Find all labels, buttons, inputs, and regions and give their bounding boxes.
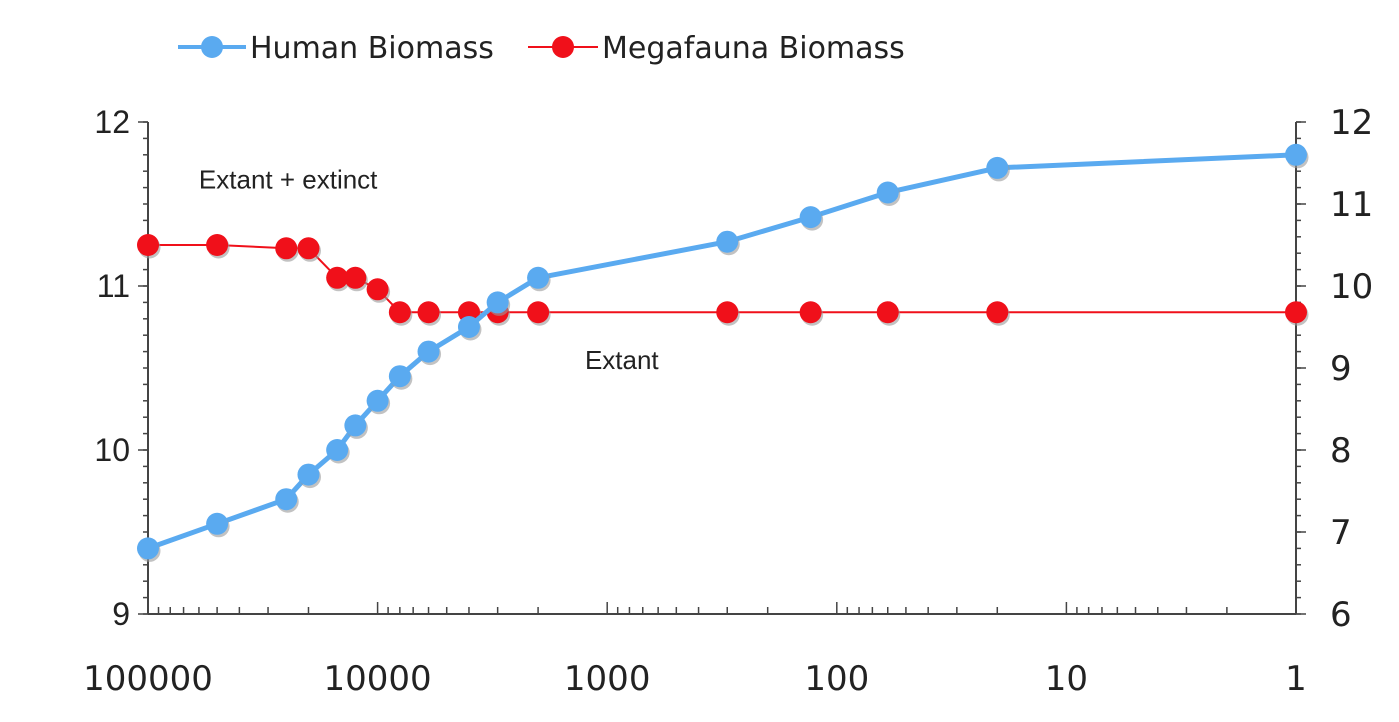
- legend-human-marker: [201, 36, 223, 58]
- human-biomass-point: [716, 230, 739, 253]
- human-biomass-point: [344, 414, 367, 437]
- legend: Human Biomass Megafauna Biomass: [178, 31, 905, 66]
- legend-item-human-biomass: Human Biomass: [178, 31, 494, 66]
- human-biomass-point: [206, 512, 229, 535]
- left-tick-label: 12: [94, 104, 130, 140]
- human-biomass-point: [527, 266, 550, 289]
- right-tick-label: 9: [1330, 349, 1352, 389]
- x-tick-label: 1000: [564, 659, 651, 699]
- legend-item-megafauna-biomass: Megafauna Biomass: [528, 31, 905, 66]
- right-tick-label: 10: [1330, 267, 1373, 307]
- megafauna-biomass-point: [275, 237, 298, 260]
- legend-megafauna-marker: [552, 36, 574, 58]
- megafauna-biomass-point: [344, 266, 367, 289]
- megafauna-biomass-point: [716, 301, 739, 324]
- human-biomass-point: [326, 439, 349, 461]
- megafauna-biomass-point: [417, 301, 440, 324]
- human-biomass-point: [799, 206, 822, 229]
- right-tick-label: 12: [1330, 103, 1373, 143]
- megafauna-biomass-point: [366, 278, 389, 301]
- megafauna-biomass-point: [137, 234, 159, 256]
- human-biomass-point: [457, 316, 480, 338]
- human-biomass-point: [486, 291, 509, 314]
- x-tick-labels: 100000 10000 1000 100 10 1: [83, 659, 1307, 699]
- megafauna-biomass-point: [799, 301, 822, 324]
- megafauna-biomass-point: [986, 301, 1009, 324]
- left-tick-label: 10: [94, 432, 130, 468]
- annotation-extant: Extant: [585, 345, 659, 375]
- tick-marks: [138, 121, 1306, 615]
- megafauna-biomass-point: [1285, 301, 1307, 324]
- megafauna-biomass-point: [388, 301, 411, 324]
- legend-human-label: Human Biomass: [250, 31, 494, 66]
- human-biomass-point: [1285, 143, 1307, 166]
- right-tick-label: 7: [1330, 513, 1352, 553]
- human-biomass-point: [417, 340, 440, 363]
- left-tick-label: 9: [112, 596, 130, 632]
- x-tick-label: 100: [804, 659, 869, 699]
- human-biomass-line: [145, 152, 1299, 551]
- megafauna-biomass-point: [297, 237, 320, 260]
- megafauna-biomass-point: [206, 234, 229, 256]
- annotation-extant-extinct: Extant + extinct: [199, 164, 378, 194]
- legend-megafauna-label: Megafauna Biomass: [602, 31, 905, 66]
- human-biomass-point: [366, 389, 389, 412]
- right-tick-label: 11: [1330, 185, 1373, 225]
- human-biomass-point: [986, 156, 1009, 179]
- megafauna-biomass-point: [876, 301, 899, 324]
- megafauna-biomass-point: [527, 301, 550, 324]
- megafauna-biomass-line: [147, 244, 1297, 314]
- x-tick-label: 100000: [83, 659, 213, 699]
- right-tick-label: 6: [1330, 595, 1352, 635]
- human-biomass-point: [297, 463, 320, 486]
- x-tick-label: 1: [1285, 659, 1307, 699]
- human-biomass-point: [137, 537, 159, 560]
- human-biomass-series: [137, 143, 1309, 562]
- right-tick-labels: 6 7 8 9 10 11 12: [1330, 103, 1373, 635]
- left-tick-labels: 9 10 11 12: [94, 104, 130, 632]
- left-tick-label: 11: [97, 268, 130, 304]
- human-biomass-point: [275, 488, 298, 511]
- human-biomass-point: [388, 365, 411, 388]
- megafauna-biomass-point: [326, 266, 349, 289]
- x-tick-label: 10000: [324, 659, 432, 699]
- human-biomass-point: [876, 181, 899, 204]
- x-tick-label: 10: [1045, 659, 1088, 699]
- right-tick-label: 8: [1330, 431, 1352, 471]
